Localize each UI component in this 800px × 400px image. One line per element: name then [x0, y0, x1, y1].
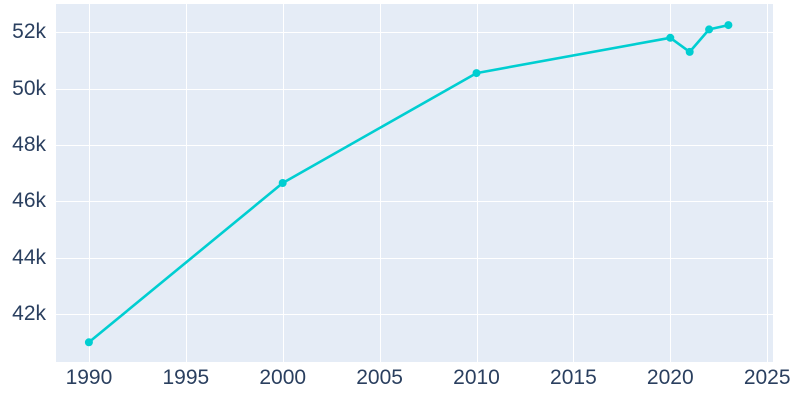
y-tick-label: 52k: [12, 20, 46, 44]
x-gridline: [670, 4, 672, 362]
x-tick-label: 2020: [646, 366, 694, 389]
y-gridline: [56, 257, 773, 259]
y-tick-label: 48k: [12, 132, 46, 156]
population-data-point: [84, 338, 93, 347]
plot-area: [56, 4, 773, 362]
y-tick-label: 46k: [12, 189, 46, 213]
population-data-point: [278, 179, 287, 187]
y-gridline: [56, 32, 773, 34]
x-tick-label: 2000: [259, 366, 307, 389]
y-gridline: [56, 201, 773, 203]
y-gridline: [56, 144, 773, 146]
x-gridline: [88, 4, 90, 362]
x-gridline: [476, 4, 478, 362]
x-tick-label: 2025: [743, 366, 791, 389]
population-data-point: [685, 47, 694, 56]
population-line: [88, 23, 729, 344]
y-tick-label: 50k: [12, 76, 46, 100]
population-data-point: [705, 25, 714, 34]
x-gridline: [573, 4, 575, 362]
population-data-point: [724, 21, 733, 30]
x-tick-label: 1990: [65, 366, 113, 389]
x-gridline: [379, 4, 381, 362]
y-gridline: [56, 88, 773, 90]
y-tick-label: 42k: [12, 302, 46, 326]
y-tick-label: 44k: [12, 245, 46, 269]
x-tick-label: 2015: [550, 366, 597, 389]
population-data-point: [472, 69, 481, 78]
line-series-layer: [84, 21, 733, 347]
x-gridline: [185, 4, 187, 362]
x-tick-label: 2010: [453, 366, 500, 389]
x-tick-label: 2005: [356, 366, 403, 389]
x-gridline: [767, 4, 769, 362]
x-tick-label: 1995: [162, 366, 210, 389]
y-gridline: [56, 314, 773, 316]
population-data-point: [666, 33, 675, 42]
